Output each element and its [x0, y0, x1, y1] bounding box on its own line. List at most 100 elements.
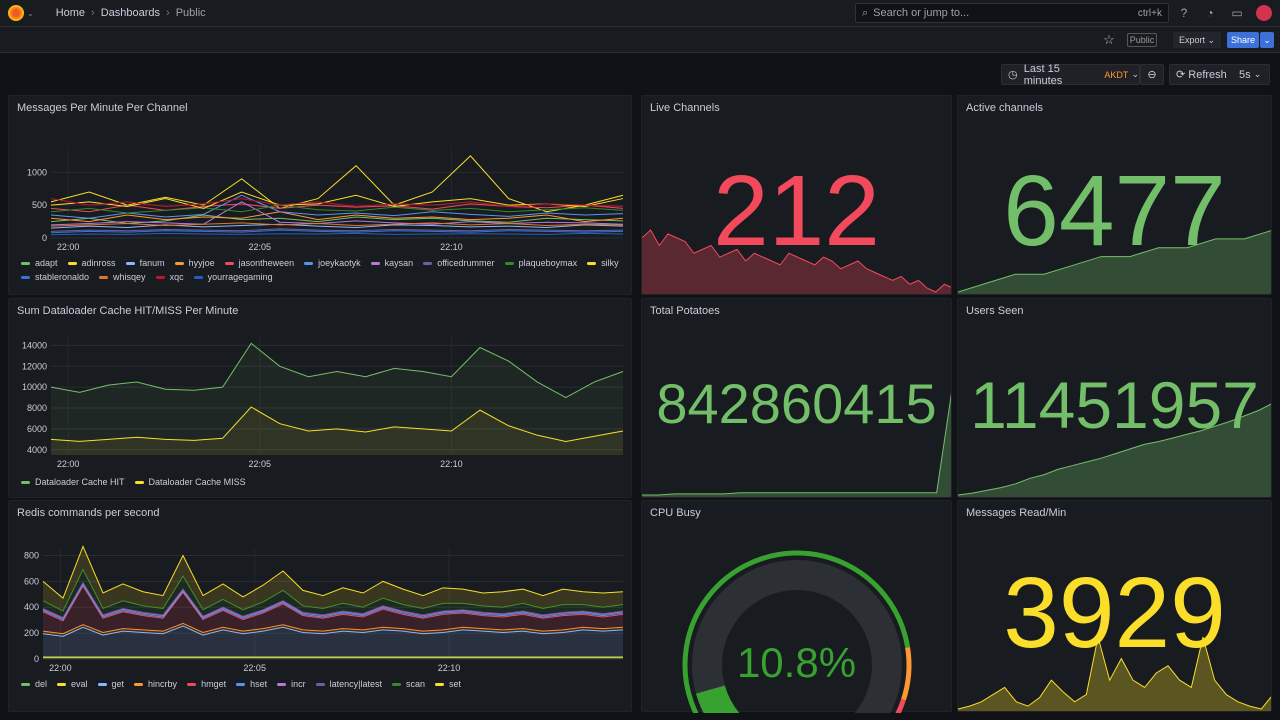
timezone-label: AKDT [1104, 69, 1129, 80]
legend-item[interactable]: yourragegaming [193, 272, 273, 282]
refresh-interval[interactable]: 5s [1239, 68, 1251, 81]
legend-item[interactable]: Dataloader Cache HIT [21, 477, 125, 487]
user-avatar[interactable] [1256, 5, 1272, 21]
legend-item[interactable]: latency|latest [315, 679, 382, 689]
y-tick-label: 600 [24, 576, 39, 586]
legend-item[interactable]: officedrummer [423, 258, 495, 268]
legend-label: joeykaotyk [318, 258, 361, 268]
search-placeholder: Search or jump to... [873, 7, 970, 19]
panel-title: Live Channels [650, 102, 720, 114]
legend-item[interactable]: hincrby [134, 679, 177, 689]
public-badge: Public [1127, 33, 1157, 47]
legend-item[interactable]: set [435, 679, 461, 689]
legend-item[interactable]: silky [587, 258, 619, 268]
series-line [50, 222, 624, 227]
legend-item[interactable]: adapt [21, 258, 58, 268]
series-line [50, 232, 624, 236]
legend-label: adinross [81, 258, 116, 268]
legend-swatch [21, 276, 30, 280]
grafana-logo-icon[interactable] [8, 5, 24, 21]
legend-swatch [423, 262, 433, 266]
share-button[interactable]: Share [1227, 32, 1259, 48]
legend-item[interactable]: scan [391, 679, 425, 689]
legend-label: jasontheween [238, 258, 295, 268]
search-input[interactable]: ⌕ Search or jump to... ctrl+k [855, 3, 1169, 23]
legend-label: del [35, 679, 48, 689]
legend-item[interactable]: get [97, 679, 124, 689]
series-area [43, 546, 623, 612]
legend-label: xqc [169, 272, 184, 282]
legend-item[interactable]: xqc [155, 272, 184, 282]
sparkline-line [642, 393, 951, 496]
x-tick-label: 22:05 [249, 242, 272, 252]
export-label: Export [1178, 35, 1205, 45]
sparkline [958, 636, 1271, 711]
time-range-picker[interactable]: ◷ Last 15 minutes AKDT ⌄ [1001, 63, 1140, 87]
series-line [50, 229, 624, 234]
series-area [51, 407, 623, 455]
legend-label: hincrby [148, 679, 178, 689]
legend-item[interactable]: incr [277, 679, 306, 689]
legend-label: silky [601, 258, 619, 268]
gauge-value: 10.8% [736, 639, 857, 686]
legend-swatch [155, 276, 165, 280]
share-dropdown-button[interactable]: ⌄ [1260, 32, 1274, 48]
legend-item[interactable]: hyyjoe [174, 258, 215, 268]
kiosk-icon[interactable]: ▭ [1231, 6, 1243, 20]
chevron-down-icon[interactable]: ⌄ [27, 8, 34, 18]
panel-title: Messages Read/Min [966, 507, 1067, 519]
panel-active-channels: Active channels 6477 [957, 95, 1272, 295]
legend-item[interactable]: joeykaotyk [304, 258, 361, 268]
series-line [50, 228, 624, 232]
y-tick-label: 0 [34, 654, 39, 664]
sparkline-area [958, 637, 1271, 711]
news-rss-icon[interactable]: ◔ [1206, 6, 1214, 20]
legend-item[interactable]: whisqey [99, 272, 146, 282]
zoom-out-button[interactable]: ⊖ [1140, 64, 1164, 85]
stat-value: 6477 [1003, 155, 1226, 267]
legend-item[interactable]: kaysan [370, 258, 413, 268]
x-tick-label: 22:10 [440, 459, 463, 469]
legend-item[interactable]: stableronaldo [21, 272, 89, 282]
y-tick-label: 12000 [22, 361, 47, 371]
legend-label: set [449, 679, 462, 689]
legend-swatch [21, 481, 30, 485]
y-tick-label: 400 [24, 602, 39, 612]
legend-item[interactable]: del [21, 679, 47, 689]
refresh-button[interactable]: Refresh [1188, 68, 1227, 81]
legend-item[interactable]: fanum [125, 258, 165, 268]
panel-cache-hit-miss: Sum Dataloader Cache HIT/MISS Per Minute… [8, 298, 632, 498]
panel-title: CPU Busy [650, 507, 701, 519]
breadcrumb-home[interactable]: Home [55, 7, 86, 19]
legend-swatch [99, 276, 109, 280]
panel-live-channels: Live Channels 212 [641, 95, 952, 295]
help-icon[interactable]: ? [1180, 6, 1188, 20]
legend-item[interactable]: plaqueboymax [504, 258, 577, 268]
legend-item[interactable]: hmget [187, 679, 226, 689]
refresh-picker[interactable]: ⟳ Refresh 5s ⌄ [1169, 64, 1270, 85]
y-tick-label: 10000 [22, 382, 47, 392]
sparkline [958, 403, 1271, 497]
series-line [50, 342, 624, 399]
legend-label: hmget [201, 679, 227, 689]
legend-item[interactable]: jasontheween [224, 258, 295, 268]
panel-cpu-busy: CPU Busy 10.8% [641, 500, 952, 713]
search-icon: ⌕ [862, 6, 869, 19]
legend-item[interactable]: eval [57, 679, 88, 689]
breadcrumb: Home › Dashboards › Public [55, 7, 206, 19]
legend-item[interactable]: adinross [67, 258, 116, 268]
stat-value: 11451957 [970, 368, 1259, 442]
chart-legend: del eval get hincrby hmget hset incr latency|la… [21, 679, 621, 689]
legend-item[interactable]: hset [236, 679, 267, 689]
gauge-threshold-green [682, 550, 911, 713]
export-button[interactable]: Export ⌄ [1173, 32, 1221, 48]
series-area [43, 626, 623, 658]
breadcrumb-public: Public [175, 7, 206, 19]
breadcrumb-dashboards[interactable]: Dashboards [100, 7, 161, 19]
star-icon[interactable]: ☆ [1103, 32, 1115, 47]
series-line [42, 568, 624, 612]
panel-title: Active channels [966, 102, 1044, 114]
y-tick-label: 8000 [27, 403, 47, 413]
legend-swatch [435, 683, 444, 687]
legend-item[interactable]: Dataloader Cache MISS [134, 477, 246, 487]
